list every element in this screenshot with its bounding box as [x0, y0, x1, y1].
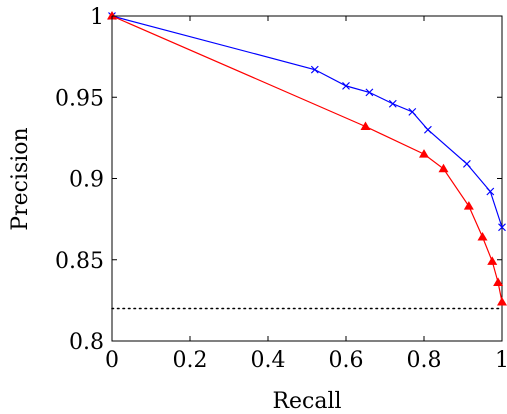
data-point-triangle-marker [463, 201, 474, 210]
data-point-triangle-marker [493, 277, 504, 286]
y-tick-label: 1 [90, 5, 104, 30]
x-tick-label: 0.8 [407, 348, 442, 373]
series-1 [107, 11, 507, 306]
y-axis-title: Precision [8, 127, 33, 230]
data-point-triangle-marker [477, 232, 488, 241]
x-tick-label: 0.2 [173, 348, 208, 373]
data-point-x-marker [486, 187, 495, 196]
data-point-x-marker [388, 99, 397, 108]
plot-frame [111, 15, 503, 342]
x-tick-label: 0 [105, 348, 119, 373]
series-layer [107, 11, 507, 306]
data-point-x-marker [423, 125, 432, 134]
data-point-triangle-marker [438, 163, 449, 173]
data-point-triangle-marker [360, 121, 371, 130]
y-tick-label: 0.9 [69, 168, 104, 193]
series-line [111, 15, 503, 228]
y-tick-label: 0.85 [55, 249, 104, 274]
series-0 [108, 12, 506, 232]
y-tick-label: 0.95 [55, 86, 104, 111]
data-point-triangle-marker [419, 149, 429, 158]
data-point-x-marker [365, 88, 374, 97]
x-axis-title: Recall [272, 389, 341, 414]
plot-area-border [111, 15, 503, 342]
tick-layer: 0 0.2 0.4 0.6 0.8 1 0.8 0.85 0.9 0.95 1 [55, 5, 507, 373]
x-tick-label: 0.4 [251, 348, 286, 373]
data-point-x-marker [462, 159, 471, 168]
data-point-triangle-marker [487, 256, 498, 265]
x-tick-label: 0.6 [329, 348, 364, 373]
data-point-triangle-marker [107, 11, 117, 20]
data-point-x-marker [342, 81, 350, 90]
data-point-triangle-marker [497, 297, 507, 306]
data-point-x-marker [310, 65, 319, 74]
data-point-x-marker [408, 107, 417, 116]
data-point-x-marker [498, 223, 506, 232]
x-tick-label: 1 [495, 348, 507, 373]
series-line [111, 15, 503, 303]
y-tick-label: 0.8 [69, 330, 104, 355]
